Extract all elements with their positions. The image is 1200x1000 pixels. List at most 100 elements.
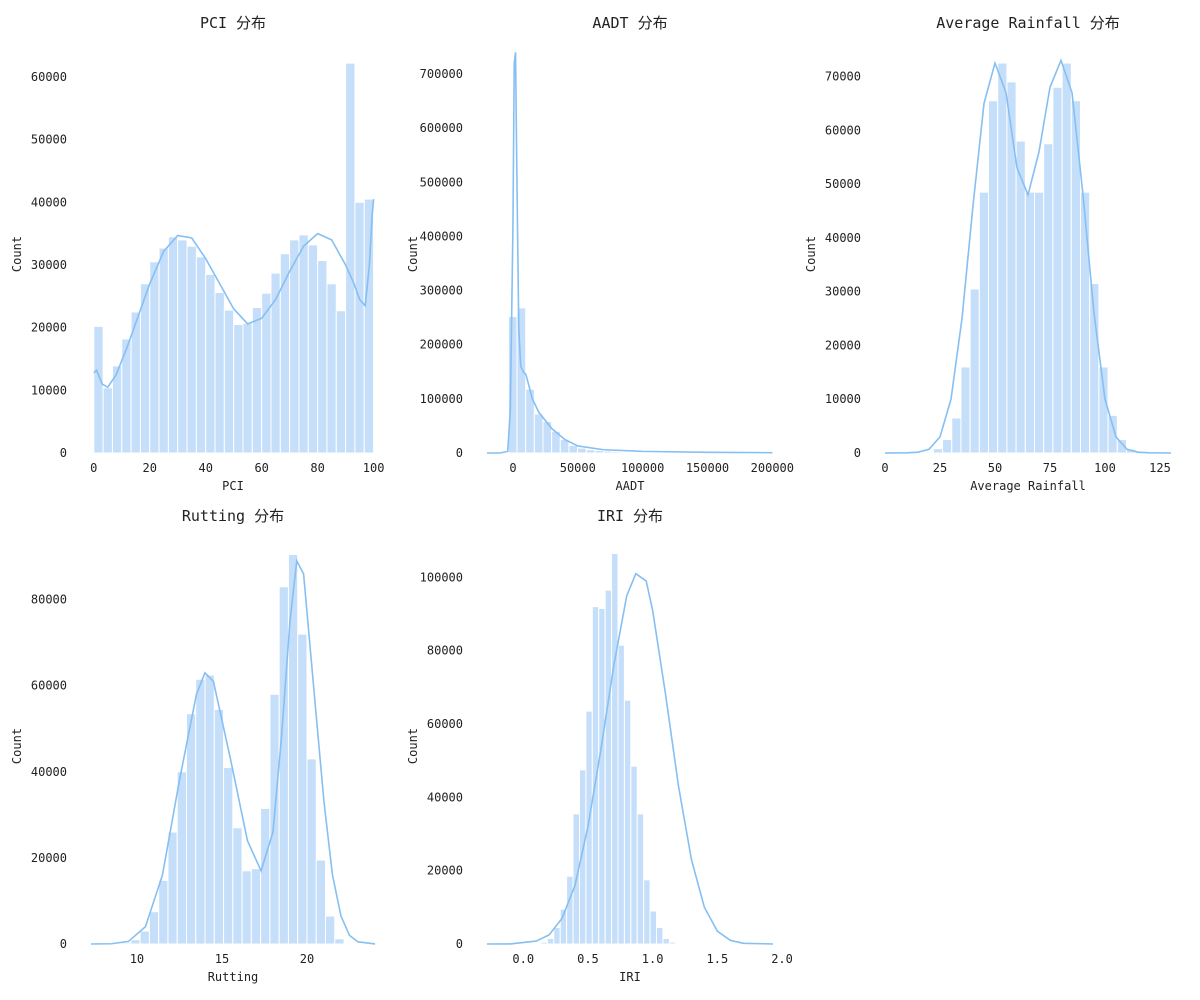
- rainfall-ytick-label: 10000: [825, 392, 861, 406]
- pci-ylabel: Count: [10, 236, 24, 272]
- iri-kde-line: [486, 572, 774, 945]
- pci-xtick-label: 20: [143, 461, 157, 475]
- iri-bar: [540, 941, 548, 945]
- rainfall-kde-line: [884, 58, 1172, 454]
- aadt-xtick-label: 100000: [621, 461, 664, 475]
- pci-bar: [326, 283, 337, 454]
- iri-bar: [623, 699, 632, 945]
- rainfall-bar: [1079, 191, 1091, 454]
- rutting-bar: [167, 831, 178, 945]
- rutting-bar: [287, 553, 299, 945]
- iri-bar: [668, 941, 677, 945]
- aadt-xtick-label: 200000: [751, 461, 794, 475]
- rainfall-bar: [1024, 191, 1036, 454]
- pci-bar: [195, 256, 207, 454]
- pci-bar: [149, 261, 160, 454]
- iri-bar: [604, 589, 613, 945]
- rutting-bar: [334, 938, 345, 945]
- rutting-ytick-label: 80000: [31, 593, 67, 607]
- pci-bar: [139, 283, 151, 454]
- rutting-ytick-label: 0: [60, 937, 67, 951]
- rainfall-bar: [1098, 366, 1109, 454]
- iri-bar: [662, 938, 670, 945]
- rainfall-bar: [969, 288, 980, 454]
- aadt-bar: [577, 447, 587, 454]
- iri-xtick-label: 1.0: [642, 952, 664, 966]
- pci-bar: [102, 387, 113, 454]
- rutting-ytick-label: 20000: [31, 851, 67, 865]
- pci-xlabel: PCI: [222, 479, 244, 493]
- rutting-bar: [185, 713, 197, 945]
- pci-bar: [167, 236, 179, 454]
- pci-bar: [335, 310, 347, 454]
- pci-bar: [186, 245, 197, 454]
- rutting-bar: [130, 939, 141, 945]
- aadt-bar: [628, 451, 639, 454]
- rutting-bar: [223, 767, 234, 945]
- pci-ytick-label: 20000: [31, 321, 67, 335]
- pci-bar: [251, 307, 263, 454]
- iri-xtick-label: 0.0: [512, 952, 534, 966]
- aadt-title: AADT 分布: [592, 14, 667, 32]
- iri-ylabel: Count: [406, 728, 420, 764]
- pci-bar: [223, 309, 235, 454]
- aadt-xtick-label: 0: [509, 461, 516, 475]
- pci-bar: [289, 239, 300, 454]
- iri-bars: [540, 553, 677, 945]
- rainfall-xtick-label: 0: [881, 461, 888, 475]
- rainfall-bar: [1043, 143, 1054, 454]
- iri-ytick-label: 100000: [420, 570, 463, 584]
- rainfall-bar: [1052, 86, 1063, 454]
- iri-ytick-label: 60000: [427, 717, 463, 731]
- rutting-bar: [213, 708, 225, 945]
- pci-xtick-label: 60: [254, 461, 268, 475]
- aadt-kde-line: [487, 52, 773, 454]
- iri-bar: [546, 938, 555, 945]
- pci-bar: [317, 260, 328, 454]
- pci-bar: [354, 201, 365, 454]
- pci-ytick-label: 40000: [31, 195, 67, 209]
- rainfall-bar: [932, 448, 944, 454]
- rutting-bar: [204, 674, 215, 945]
- rutting-ylabel: Count: [10, 728, 24, 764]
- rainfall-title: Average Rainfall 分布: [936, 14, 1120, 32]
- rainfall-bar: [1015, 140, 1026, 454]
- aadt-ytick-label: 100000: [420, 392, 463, 406]
- pci-bar: [233, 324, 244, 454]
- pci-bar: [363, 198, 375, 454]
- rutting-ytick-label: 40000: [31, 765, 67, 779]
- rainfall-ytick-label: 70000: [825, 70, 861, 84]
- rainfall-ytick-label: 30000: [825, 285, 861, 299]
- pci-xtick-label: 80: [310, 461, 324, 475]
- pci-bar: [242, 322, 253, 454]
- pci-xtick-label: 100: [363, 461, 385, 475]
- iri-xtick-label: 2.0: [771, 952, 793, 966]
- iri-bar: [649, 910, 658, 945]
- pci-bar: [158, 247, 169, 454]
- rutting-bar: [176, 771, 187, 945]
- pci-ytick-label: 0: [60, 446, 67, 460]
- pci-bar: [307, 244, 319, 454]
- aadt-bar: [620, 451, 630, 454]
- pci-bar: [298, 234, 309, 454]
- aadt-bar: [516, 307, 527, 454]
- rutting-bar: [232, 827, 243, 945]
- aadt-ytick-label: 0: [456, 446, 463, 460]
- rutting-bar: [195, 678, 206, 945]
- rainfall-xtick-label: 125: [1149, 461, 1171, 475]
- rutting-xlabel: Rutting: [208, 970, 259, 984]
- rutting-ytick-label: 60000: [31, 679, 67, 693]
- iri-xtick-label: 0.5: [577, 952, 599, 966]
- iri-bar: [566, 875, 574, 945]
- rutting-bar: [241, 870, 252, 945]
- rainfall-ylabel: Count: [804, 236, 818, 272]
- aadt-xtick-label: 150000: [686, 461, 729, 475]
- rainfall-ytick-label: 0: [854, 446, 861, 460]
- rainfall-ytick-label: 50000: [825, 177, 861, 191]
- aadt-ytick-label: 300000: [420, 284, 463, 298]
- rutting-bar: [158, 879, 169, 945]
- iri-ytick-label: 20000: [427, 864, 463, 878]
- rainfall-xtick-label: 75: [1043, 461, 1057, 475]
- aadt-ylabel: Count: [406, 236, 420, 272]
